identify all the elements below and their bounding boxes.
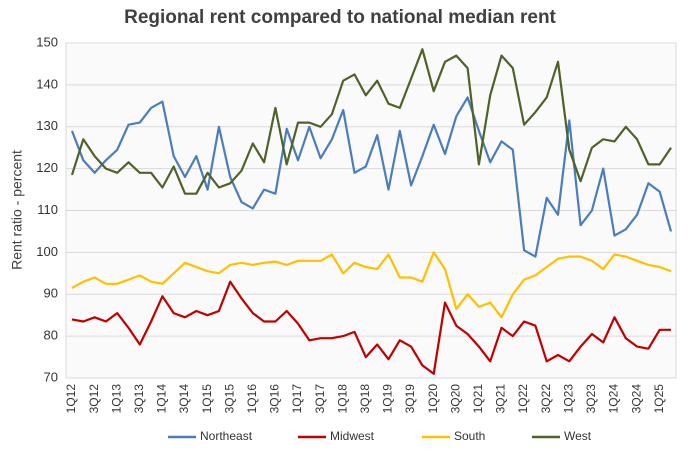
- chart-title: Regional rent compared to national media…: [124, 7, 556, 28]
- x-tick-label: 3Q16: [268, 384, 282, 414]
- x-tick-label: 1Q16: [245, 384, 259, 414]
- y-tick-label: 150: [36, 34, 58, 49]
- x-tick-label: 1Q18: [335, 384, 349, 414]
- x-tick-label: 1Q20: [426, 384, 440, 414]
- y-axis-title: Rent ratio - percent: [9, 150, 25, 270]
- legend-label: Midwest: [330, 429, 375, 443]
- x-tick-label: 3Q17: [313, 384, 327, 414]
- x-tick-label: 3Q18: [358, 384, 372, 414]
- x-tick-label: 3Q14: [177, 384, 191, 414]
- x-tick-label: 3Q20: [448, 384, 462, 414]
- y-tick-label: 90: [44, 286, 58, 301]
- y-tick-label: 100: [36, 244, 58, 259]
- x-tick-label: 1Q24: [607, 384, 621, 414]
- legend-label: South: [454, 429, 485, 443]
- x-tick-label: 1Q17: [290, 384, 304, 414]
- y-tick-label: 120: [36, 160, 58, 175]
- line-series: [70, 96, 673, 258]
- line-series: [71, 280, 671, 375]
- line-series: [71, 251, 672, 319]
- x-tick-label: 1Q12: [64, 384, 78, 414]
- x-tick-label: 1Q15: [200, 384, 214, 414]
- x-tick-label: 3Q12: [87, 384, 101, 414]
- x-tick-label: 3Q24: [629, 384, 643, 414]
- line-series: [70, 48, 672, 195]
- y-tick-label: 140: [36, 76, 58, 91]
- x-tick-label: 1Q14: [155, 384, 169, 414]
- legend-label: Northeast: [200, 429, 253, 443]
- x-tick-label: 3Q22: [539, 384, 553, 414]
- x-tick-label: 3Q21: [494, 384, 508, 414]
- y-tick-label: 130: [36, 118, 58, 133]
- x-tick-label: 3Q23: [584, 384, 598, 414]
- y-tick-label: 70: [44, 369, 58, 384]
- x-tick-label: 3Q13: [132, 384, 146, 414]
- x-tick-label: 3Q15: [222, 384, 236, 414]
- x-tick-label: 1Q25: [652, 384, 666, 414]
- legend-label: West: [564, 429, 592, 443]
- x-tick-label: 1Q19: [381, 384, 395, 414]
- y-tick-label: 80: [44, 328, 58, 343]
- x-tick-label: 3Q19: [403, 384, 417, 414]
- x-tick-label: 1Q13: [109, 384, 123, 414]
- x-tick-label: 1Q22: [516, 384, 530, 414]
- x-tick-label: 1Q23: [561, 384, 575, 414]
- x-tick-label: 1Q21: [471, 384, 485, 414]
- y-tick-label: 110: [37, 202, 58, 217]
